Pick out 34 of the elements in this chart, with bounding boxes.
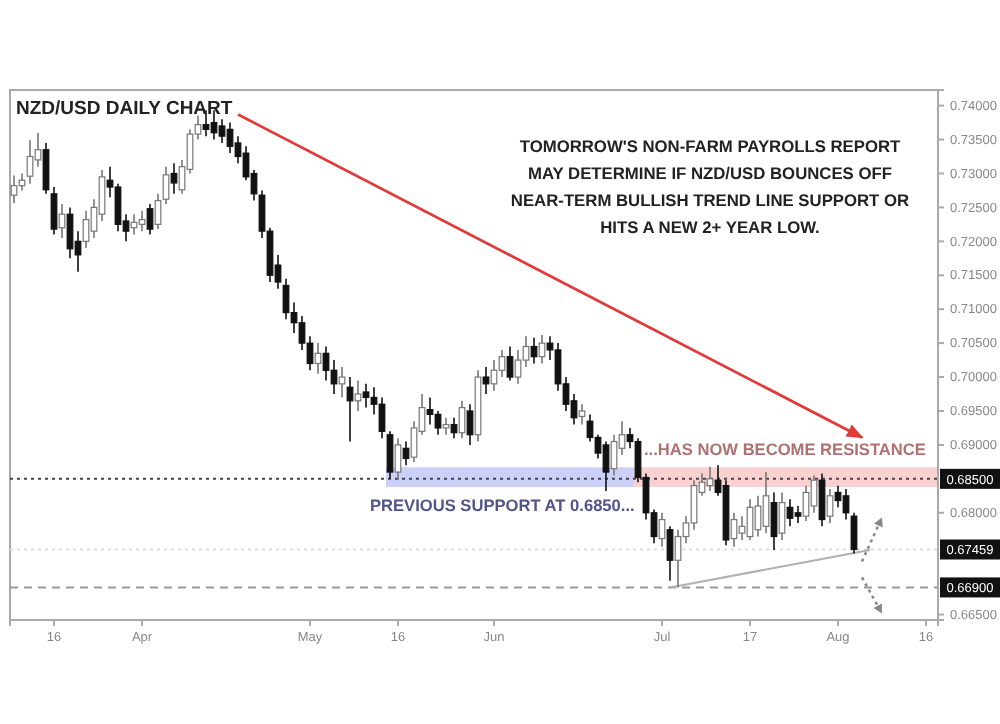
candlestick — [826, 488, 834, 524]
candlestick — [82, 209, 90, 249]
candlestick — [690, 479, 698, 531]
candlestick — [162, 165, 170, 205]
candlestick — [706, 465, 714, 492]
candlestick — [362, 383, 370, 409]
candlestick — [218, 118, 226, 144]
candlestick — [666, 525, 674, 582]
candlestick — [514, 349, 522, 385]
candlestick — [426, 396, 434, 426]
candlestick — [138, 209, 146, 232]
text: NZD/USD DAILY CHART — [16, 98, 233, 120]
candlestick — [354, 379, 362, 412]
candlestick — [50, 186, 58, 236]
candlestick — [778, 491, 786, 541]
candlestick — [498, 349, 506, 378]
candlestick — [394, 437, 402, 481]
band-label: ...HAS NOW BECOME RESISTANCE — [644, 439, 927, 460]
candlestick — [114, 182, 122, 232]
candlestick — [602, 440, 610, 492]
candlestick — [506, 345, 514, 382]
candlestick — [338, 366, 346, 399]
band-label: PREVIOUS SUPPORT AT 0.6850... — [370, 494, 635, 515]
candlestick — [738, 515, 746, 541]
candlestick — [386, 430, 394, 480]
candlestick — [578, 403, 586, 426]
candlestick — [146, 203, 154, 236]
candlestick — [434, 410, 442, 436]
candlestick — [538, 334, 546, 365]
candlestick — [482, 366, 490, 395]
candlestick — [10, 174, 18, 205]
candlestick — [170, 162, 178, 195]
candlestick — [762, 471, 770, 534]
annotation: TOMORROW'S NON-FARM PAYROLLS REPORT MAY DETERMINE IF NZD/USD BOUNCES OFF NEAR-TERM BULLISH TREND LINE SUPPORT OR HITS A NEW 2+ YEAR LOW. — [510, 136, 910, 237]
